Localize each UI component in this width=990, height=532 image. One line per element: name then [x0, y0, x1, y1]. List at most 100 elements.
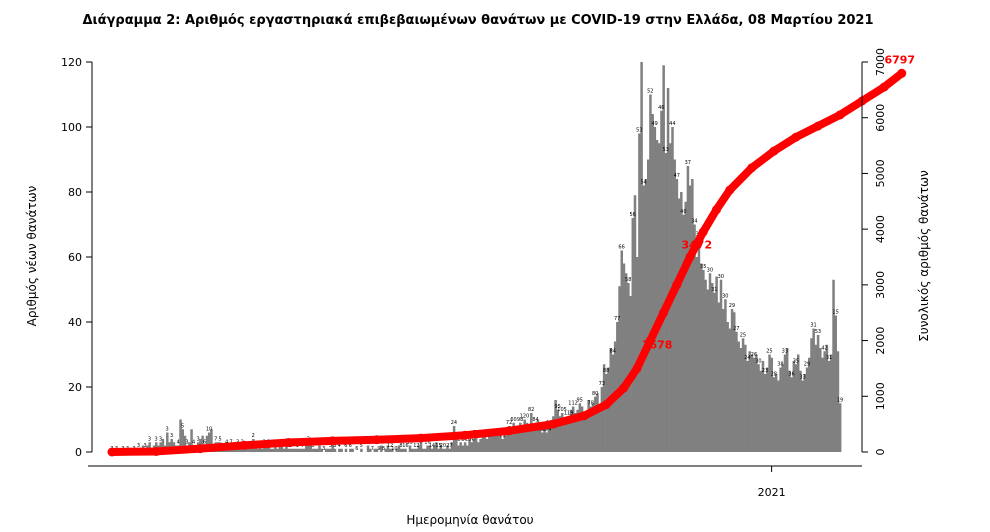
bar — [516, 426, 520, 452]
bar — [532, 426, 535, 452]
bar — [521, 426, 524, 452]
bar — [662, 65, 665, 452]
bar — [424, 448, 427, 452]
bar-value-label: 6 — [203, 440, 206, 446]
bar — [827, 361, 831, 452]
bar — [410, 448, 414, 452]
cumulative-point — [747, 163, 757, 173]
bar-value-label: 28 — [771, 371, 777, 377]
bar — [280, 445, 284, 452]
bar — [816, 335, 820, 452]
bar — [402, 448, 405, 452]
cumulative-series — [107, 68, 907, 457]
bar — [794, 364, 798, 452]
bar — [380, 445, 383, 452]
bar-value-label: 2 — [252, 433, 255, 439]
bar — [512, 422, 515, 452]
bar — [333, 448, 337, 452]
bar — [739, 348, 743, 452]
bar — [190, 429, 193, 452]
bar — [655, 140, 659, 452]
bar — [832, 279, 835, 452]
left-tick-label: 60 — [68, 251, 82, 264]
bar-value-label: 8 — [382, 446, 385, 452]
bar — [148, 442, 151, 452]
bar-value-label: 52 — [647, 89, 653, 95]
bar — [263, 445, 266, 452]
bar — [558, 416, 562, 452]
bar — [541, 432, 544, 452]
bar-value-label: 53 — [815, 329, 821, 335]
bar-value-label: 23 — [762, 368, 768, 374]
bar — [565, 422, 568, 452]
bar — [481, 432, 485, 452]
bar — [766, 367, 769, 452]
cumulative-point — [725, 185, 735, 195]
bar-value-label: 15 — [435, 443, 441, 449]
cumulative-point — [416, 433, 426, 443]
bar — [796, 354, 800, 452]
bar-value-label: 73 — [599, 381, 605, 387]
bar — [691, 179, 694, 452]
bar — [582, 419, 586, 452]
bar — [708, 273, 712, 452]
bar-value-label: 95 — [554, 404, 560, 410]
bar-value-label: 5 — [181, 423, 184, 429]
bar — [808, 357, 811, 452]
bar — [463, 442, 467, 452]
bar-value-label: 30 — [718, 274, 724, 280]
bar-value-label: 16 — [424, 440, 430, 446]
bar — [265, 445, 268, 452]
bar — [351, 448, 354, 452]
bar-value-label: 49 — [652, 121, 658, 127]
bar — [432, 445, 436, 452]
bar — [430, 448, 434, 452]
bar-value-label: 4 — [225, 440, 228, 446]
right-tick-label: 5000 — [874, 159, 887, 187]
bar-value-label: 84 — [610, 349, 616, 355]
bar — [474, 435, 478, 452]
bar — [501, 439, 504, 452]
bar-value-label: 30 — [468, 436, 474, 442]
bar-value-label: 34 — [691, 219, 697, 225]
bar — [320, 448, 323, 452]
cumulative-point — [711, 205, 721, 215]
bar — [719, 279, 723, 452]
bar — [324, 448, 328, 452]
bar — [298, 448, 301, 452]
x-axis: 2021 — [88, 465, 862, 499]
bar-value-label: 35 — [700, 264, 706, 270]
bar-value-label: 53 — [663, 147, 669, 153]
bar — [799, 370, 802, 452]
bar — [318, 445, 321, 452]
bar — [437, 448, 440, 452]
bar-value-label: 47 — [674, 173, 680, 179]
cumulative-point — [672, 280, 682, 290]
bar — [459, 442, 462, 452]
bar-value-label: 3 — [148, 436, 151, 442]
bar — [395, 448, 398, 452]
bar — [417, 445, 421, 452]
bar-value-label: 8 — [333, 443, 336, 449]
bar — [574, 413, 577, 452]
bar — [287, 448, 290, 452]
bar — [391, 448, 394, 452]
bar — [505, 429, 509, 452]
bar — [819, 348, 822, 452]
bar — [598, 406, 601, 452]
bar — [205, 435, 209, 452]
bar — [373, 448, 376, 452]
bar — [179, 419, 182, 452]
bar — [366, 445, 370, 452]
bar — [446, 445, 449, 452]
bar — [369, 448, 372, 452]
cumulative-point — [107, 447, 117, 457]
bar — [567, 416, 571, 452]
cumulative-label: 1678 — [642, 339, 673, 352]
bar — [494, 429, 498, 452]
cumulative-label: 3472 — [681, 239, 712, 252]
bar — [466, 445, 469, 452]
bar — [730, 309, 734, 452]
bar-value-label: 3 — [329, 443, 332, 449]
bar-value-label: 112 — [568, 401, 578, 407]
